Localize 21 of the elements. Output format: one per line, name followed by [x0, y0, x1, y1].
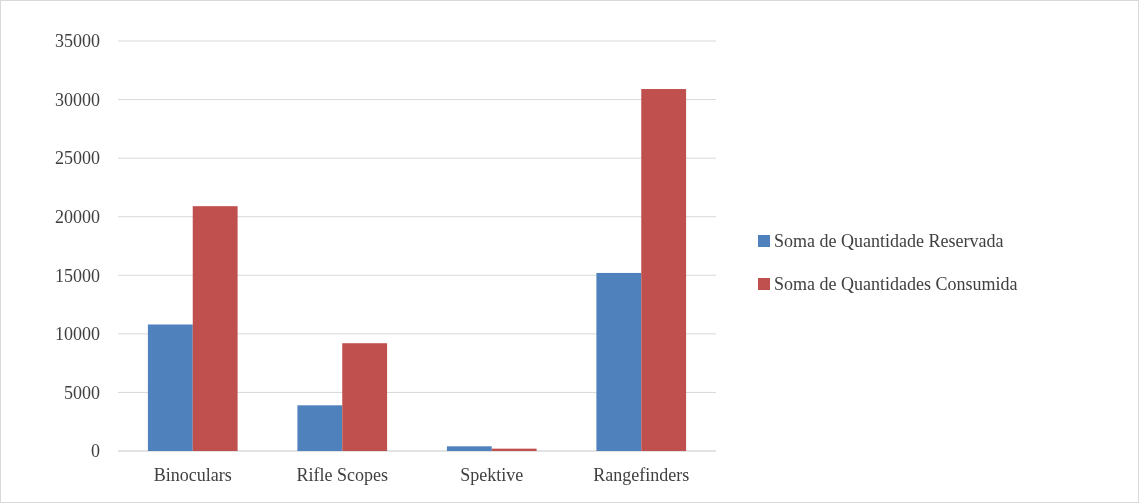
bar: [147, 324, 193, 451]
bar: [641, 89, 687, 451]
bar: [297, 405, 343, 451]
bar: [192, 206, 238, 451]
y-tick-label: 15000: [55, 265, 100, 286]
y-tick-label: 5000: [64, 382, 100, 403]
y-tick-label: 35000: [55, 31, 100, 52]
legend-label: Soma de Quantidades Consumida: [774, 274, 1018, 295]
bar: [342, 343, 388, 451]
legend-label: Soma de Quantidade Reservada: [774, 231, 1004, 252]
x-tick-label: Binoculars: [153, 465, 232, 485]
bar: [596, 272, 642, 451]
x-tick-label: Rifle Scopes: [296, 465, 388, 485]
x-tick-label: Spektive: [460, 465, 524, 485]
bar: [446, 446, 492, 451]
y-tick-label: 20000: [55, 207, 100, 228]
x-tick-label: Rangefinders: [593, 465, 690, 485]
y-tick-label: 0: [91, 441, 100, 462]
y-tick-label: 25000: [55, 148, 100, 169]
y-tick-label: 10000: [55, 324, 100, 345]
y-tick-label: 30000: [55, 89, 100, 110]
